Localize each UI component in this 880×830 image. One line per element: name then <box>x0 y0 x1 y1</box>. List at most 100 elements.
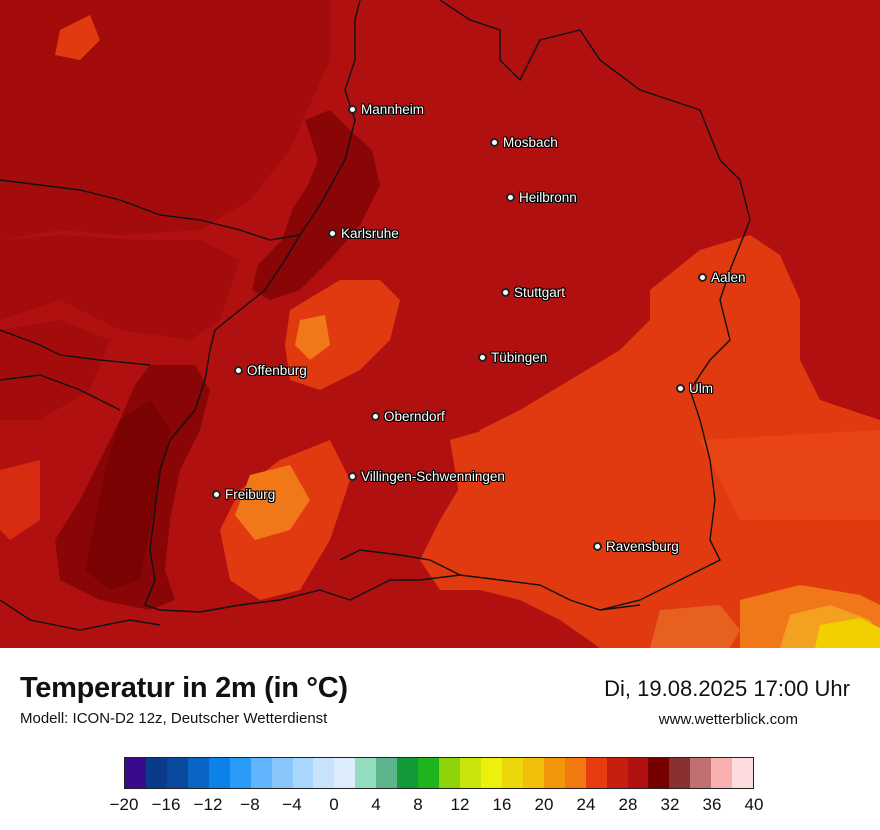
legend-tick-label: 24 <box>576 795 596 814</box>
site-url: www.wetterblick.com <box>658 711 798 728</box>
city-dot <box>506 192 515 202</box>
field-rhine-north <box>252 110 380 300</box>
city-marker: Karlsruhe <box>328 225 399 241</box>
city-label: Ravensburg <box>606 538 679 554</box>
legend-swatch <box>313 758 335 788</box>
legend-tick-label: 8 <box>413 795 423 814</box>
legend-swatch <box>166 758 188 788</box>
legend-tick-label: −20 <box>109 795 139 814</box>
field-orange-south <box>650 605 740 648</box>
city-marker: Mosbach <box>490 134 558 150</box>
city-marker: Ulm <box>676 380 713 396</box>
legend-swatch <box>334 758 356 788</box>
city-label: Freiburg <box>225 486 276 502</box>
city-label: Mosbach <box>503 134 558 150</box>
legend-swatch <box>292 758 314 788</box>
legend-tick-label: 0 <box>329 795 339 814</box>
field-warm-east <box>700 430 880 520</box>
city-marker: Oberndorf <box>371 408 445 424</box>
legend-swatch <box>125 758 146 788</box>
legend-swatch <box>460 758 481 788</box>
legend-tick-label: 20 <box>534 795 554 814</box>
city-dot <box>593 541 602 551</box>
legend-swatch <box>585 758 607 788</box>
legend-tick-label: 4 <box>371 795 381 814</box>
city-label: Offenburg <box>247 362 307 378</box>
city-marker: Offenburg <box>234 362 307 378</box>
legend-swatch <box>229 758 251 788</box>
legend-swatch <box>208 758 230 788</box>
city-dot <box>234 365 243 375</box>
legend-swatch <box>187 758 209 788</box>
color-legend-ticks: −20 −16 −12 −8 −4 0 4 8 12 16 20 24 28 32 36 40 <box>110 795 764 819</box>
legend-tick-label: 32 <box>660 795 680 814</box>
city-dot <box>212 489 221 499</box>
legend-tick-label: −16 <box>151 795 181 814</box>
color-legend-bar <box>124 757 754 789</box>
field-warm-west <box>0 460 40 540</box>
map-title: Temperatur in 2m (in °C) <box>20 672 348 704</box>
temperature-field <box>0 0 880 648</box>
field-northwest-zone <box>0 0 330 240</box>
legend-swatch <box>606 758 628 788</box>
city-label: Villingen-Schwenningen <box>361 468 505 484</box>
legend-swatch <box>648 758 670 788</box>
model-info: Modell: ICON-D2 12z, Deutscher Wetterdie… <box>20 710 328 727</box>
city-dot <box>698 272 707 282</box>
legend-swatch <box>627 758 649 788</box>
field-warm-northwest <box>55 15 100 60</box>
city-dot <box>348 104 357 114</box>
city-dot <box>478 352 487 362</box>
temperature-map: Mannheim Mosbach Heilbronn Karlsruhe Aal… <box>0 0 880 648</box>
field-west-zone <box>0 235 240 340</box>
legend-swatch <box>732 758 754 788</box>
city-dot <box>501 287 510 297</box>
city-marker: Tübingen <box>478 349 547 365</box>
valid-time: Di, 19.08.2025 17:00 Uhr <box>604 676 850 701</box>
city-marker: Freiburg <box>212 486 275 502</box>
city-label: Ulm <box>689 380 713 396</box>
city-label: Mannheim <box>361 101 425 117</box>
legend-swatch <box>271 758 293 788</box>
field-rhine-core <box>85 400 170 590</box>
legend-swatch <box>145 758 167 788</box>
legend-swatch <box>690 758 712 788</box>
legend-swatch <box>669 758 691 788</box>
legend-swatch <box>355 758 377 788</box>
field-yellow-southeast <box>815 618 880 648</box>
legend-tick-label: −8 <box>240 795 260 814</box>
legend-tick-label: 40 <box>744 795 764 814</box>
city-label: Karlsruhe <box>341 225 399 241</box>
legend-swatch <box>250 758 272 788</box>
city-dot <box>490 137 499 147</box>
legend-tick-label: 28 <box>618 795 638 814</box>
legend-swatch <box>522 758 544 788</box>
city-marker: Heilbronn <box>506 189 577 205</box>
legend-tick-label: 12 <box>450 795 470 814</box>
city-label: Stuttgart <box>514 284 566 300</box>
field-orange-1 <box>235 465 310 540</box>
city-dot <box>371 411 380 421</box>
legend-swatch <box>397 758 419 788</box>
field-warm-southeast <box>420 235 880 648</box>
city-label: Oberndorf <box>384 408 445 424</box>
legend-swatch <box>564 758 586 788</box>
field-warm-center <box>450 420 560 500</box>
legend-swatch <box>439 758 460 788</box>
country-borders <box>0 0 751 631</box>
city-marker: Stuttgart <box>501 284 565 300</box>
legend-swatch <box>480 758 502 788</box>
city-label: Tübingen <box>491 349 548 365</box>
legend-swatch <box>376 758 398 788</box>
legend-swatch <box>711 758 733 788</box>
city-dot <box>328 228 337 238</box>
city-label: Heilbronn <box>519 189 577 205</box>
city-marker: Ravensburg <box>593 538 679 554</box>
legend-swatch <box>543 758 565 788</box>
legend-swatch <box>418 758 440 788</box>
legend-tick-label: 36 <box>702 795 722 814</box>
city-dot <box>676 383 685 393</box>
city-dot <box>348 471 357 481</box>
legend-tick-label: −4 <box>282 795 302 814</box>
field-warm-enz <box>285 280 400 390</box>
